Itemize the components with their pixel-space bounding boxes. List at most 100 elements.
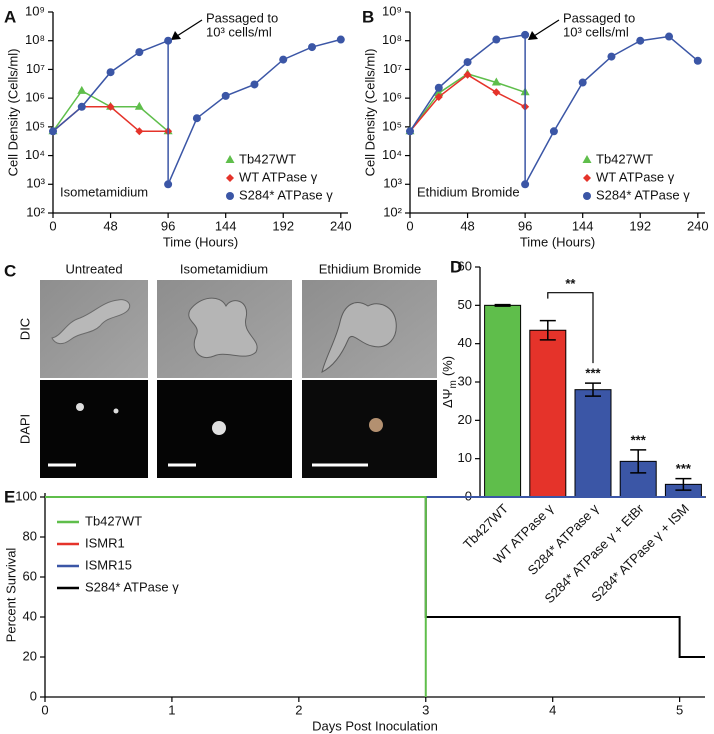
panel-letter: A <box>4 7 16 26</box>
panel-letter: C <box>4 261 16 280</box>
series-line <box>409 73 526 132</box>
series-line <box>409 73 526 132</box>
x-tick-label: 192 <box>629 218 651 233</box>
series-line <box>52 89 169 132</box>
x-tick-label: 0 <box>49 218 56 233</box>
panel-letter: D <box>450 257 462 276</box>
y-tick-label: 20 <box>458 412 472 427</box>
annotation-arrow <box>533 19 560 37</box>
x-tick-label: 48 <box>103 218 117 233</box>
column-label: Untreated <box>65 261 122 276</box>
cell <box>188 297 258 358</box>
annotation-arrow <box>176 19 203 37</box>
marker <box>135 127 144 136</box>
x-tick-label: 96 <box>161 218 175 233</box>
bar <box>529 329 567 498</box>
x-tick-label: 1 <box>168 702 175 717</box>
marker <box>192 114 201 123</box>
y-axis-label: Cell Density (Cells/ml) <box>362 49 377 177</box>
series-line <box>409 33 699 185</box>
y-tick-label: 0 <box>465 488 472 503</box>
legend-marker <box>582 155 592 163</box>
y-tick-label: 60 <box>23 568 37 583</box>
legend-label: S284* ATPase γ <box>85 579 179 594</box>
y-tick-label: 10⁴ <box>382 147 402 162</box>
marker <box>106 102 115 111</box>
annotation: 10³ cells/ml <box>206 24 272 39</box>
significance: *** <box>676 461 692 476</box>
series-line <box>52 38 341 185</box>
bar <box>484 304 522 498</box>
x-tick-label: 144 <box>215 218 237 233</box>
marker <box>463 70 472 79</box>
x-tick-label: 240 <box>330 218 352 233</box>
y-tick-label: 30 <box>458 373 472 388</box>
y-tick-label: 10⁸ <box>25 32 45 47</box>
error-bar <box>675 477 692 491</box>
y-tick-label: 10⁵ <box>382 118 402 133</box>
marker <box>106 68 115 77</box>
legend-label: S284* ATPase γ <box>239 187 333 202</box>
x-tick-label: 2 <box>295 702 302 717</box>
marker <box>77 102 86 111</box>
y-tick-label: 10⁶ <box>382 90 402 105</box>
marker <box>693 56 702 65</box>
y-tick-label: 10⁷ <box>26 61 45 76</box>
legend-label: ISMR15 <box>85 557 132 572</box>
annotation: Passaged to <box>206 10 278 25</box>
marker <box>164 180 173 189</box>
significance: *** <box>585 366 601 381</box>
error-bar <box>630 449 647 474</box>
legend-label: Tb427WT <box>239 151 296 166</box>
error-bar <box>494 303 511 307</box>
inset-label: Isometamidium <box>60 184 148 199</box>
y-axis-label: Percent Survival <box>3 548 18 643</box>
x-axis-label: Time (Hours) <box>520 234 595 249</box>
x-tick-label: 5 <box>676 702 683 717</box>
arrow-head <box>528 31 538 40</box>
marker <box>406 127 414 136</box>
column-label: Ethidium Bromide <box>319 261 422 276</box>
nucleus <box>212 421 226 435</box>
x-tick-label: 0 <box>406 218 413 233</box>
dapi-image <box>40 380 148 478</box>
legend-label: Tb427WT <box>85 513 142 528</box>
y-tick-label: 80 <box>23 528 37 543</box>
y-tick-label: 60 <box>458 258 472 273</box>
significance-bracket <box>547 292 594 364</box>
y-tick-label: 10⁵ <box>25 118 45 133</box>
marker <box>491 77 501 86</box>
bar <box>574 389 612 498</box>
marker <box>77 85 87 94</box>
cell <box>321 302 397 373</box>
legend-label: S284* ATPase γ <box>596 187 690 202</box>
row-label: DAPI <box>17 414 32 444</box>
y-axis-label-unit: (%) <box>440 356 455 376</box>
y-axis-label: Cell Density (Cells/ml) <box>5 49 20 177</box>
y-tick-label: 40 <box>23 608 37 623</box>
marker <box>492 88 501 97</box>
legend-label: ISMR1 <box>85 535 125 550</box>
x-axis-label: Days Post Inoculation <box>312 718 438 733</box>
marker <box>250 80 259 89</box>
y-tick-label: 10⁹ <box>25 3 45 18</box>
legend-marker <box>583 192 591 200</box>
inset-label: Ethidium Bromide <box>417 184 520 199</box>
marker <box>336 35 345 44</box>
y-tick-label: 10⁶ <box>25 90 45 105</box>
dapi-image <box>302 380 437 478</box>
legend-marker <box>225 155 235 163</box>
arrow-head <box>171 31 181 40</box>
y-tick-label: 10⁴ <box>25 147 45 162</box>
legend-label: WT ATPase γ <box>239 169 318 184</box>
marker <box>636 36 645 45</box>
y-tick-label: 0 <box>30 688 37 703</box>
x-axis-label: Time (Hours) <box>163 234 238 249</box>
nucleus <box>76 403 84 411</box>
y-tick-label: 10³ <box>26 176 45 191</box>
legend-marker <box>583 174 591 182</box>
legend-label: WT ATPase γ <box>596 169 675 184</box>
marker <box>221 91 230 100</box>
marker <box>434 83 443 92</box>
